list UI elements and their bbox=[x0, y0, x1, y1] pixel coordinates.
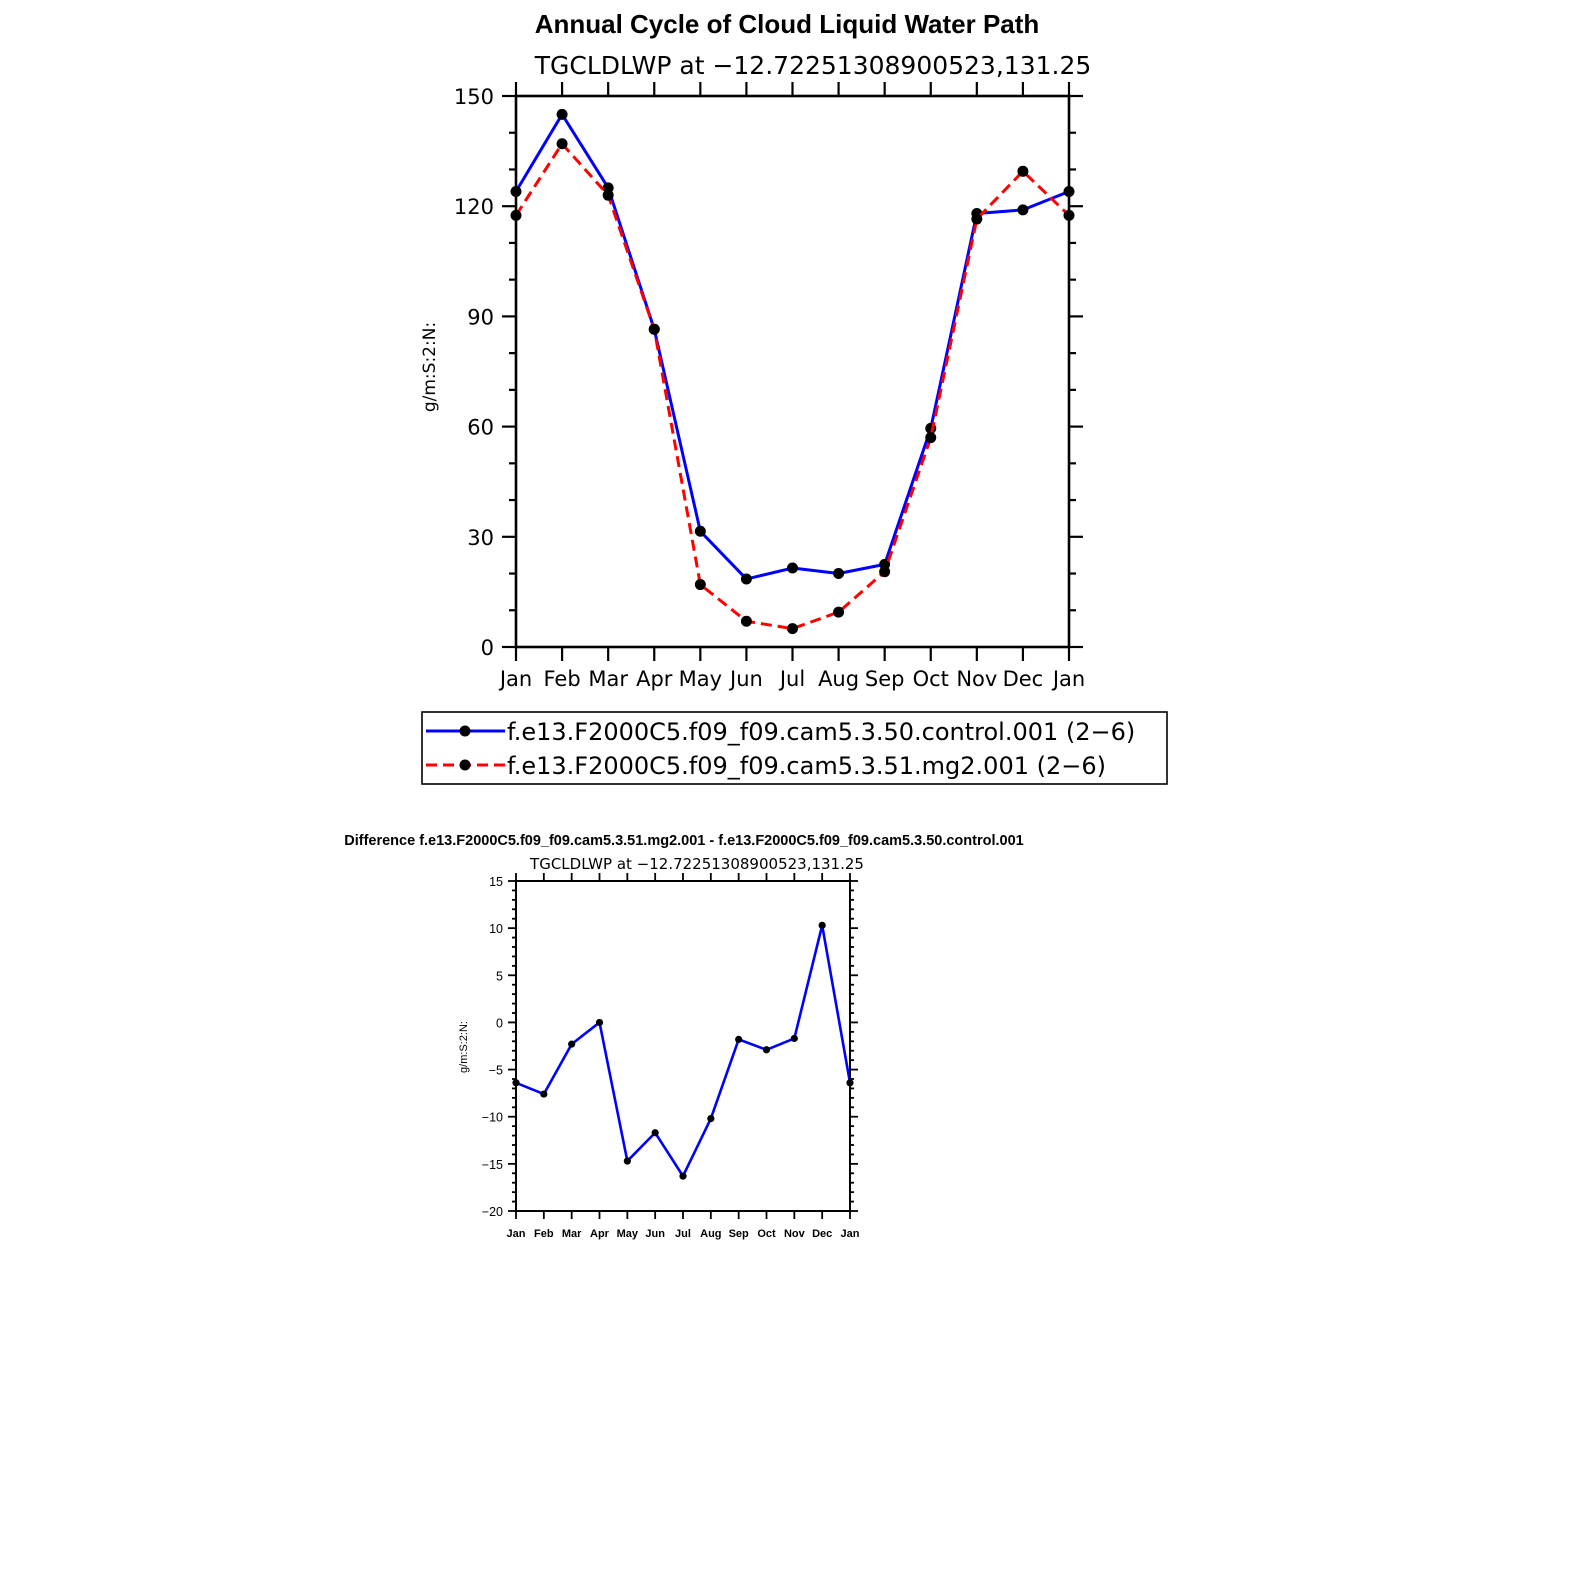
data-point bbox=[790, 1034, 798, 1043]
x-tick-label: Oct bbox=[913, 667, 949, 691]
data-point bbox=[879, 566, 891, 578]
y-tick-label: 90 bbox=[467, 305, 494, 329]
data-point bbox=[568, 1040, 576, 1048]
diff-chart-subtitle: TGCLDLWP at −12.72251308900523,131.25 bbox=[529, 855, 864, 873]
data-point bbox=[1017, 204, 1029, 216]
data-point bbox=[762, 1046, 771, 1054]
data-point bbox=[595, 1018, 604, 1027]
x-tick-label: Mar bbox=[562, 1228, 582, 1240]
series-line-1 bbox=[514, 142, 1071, 631]
plot-frame bbox=[514, 94, 1071, 649]
annual-cycle-chart: Annual Cycle of Cloud Liquid Water Path … bbox=[420, 9, 1168, 785]
data-point bbox=[971, 213, 983, 225]
y-tick-label: 150 bbox=[454, 85, 494, 109]
data-point bbox=[735, 1035, 743, 1043]
x-tick-label: May bbox=[617, 1228, 639, 1240]
data-point bbox=[694, 579, 706, 591]
x-tick-labels: Jan Feb Mar Apr May Jun Jul Aug Sep Oct Nov Dec Jan bbox=[498, 667, 1085, 691]
x-tick-label: Mar bbox=[588, 667, 628, 691]
x-tick-label: Sep bbox=[729, 1228, 749, 1240]
x-tick-label: Nov bbox=[784, 1228, 806, 1240]
y-tick-label: −20 bbox=[482, 1205, 503, 1219]
x-tick-label: Jul bbox=[778, 667, 805, 691]
data-point bbox=[623, 1157, 631, 1165]
x-tick-label: Jan bbox=[841, 1228, 860, 1240]
data-point bbox=[679, 1172, 687, 1180]
diff-y-axis-label: g/m:S:2:N: bbox=[458, 1021, 470, 1073]
x-tick-label: Sep bbox=[865, 667, 905, 691]
data-point bbox=[602, 189, 614, 201]
chart-subtitle: TGCLDLWP at −12.72251308900523,131.25 bbox=[534, 51, 1092, 80]
data-point bbox=[833, 568, 845, 580]
legend-marker-control bbox=[459, 725, 471, 737]
data-point bbox=[787, 562, 798, 574]
x-tick-label: Jul bbox=[675, 1228, 691, 1240]
y-tick-labels: 0 30 60 90 120 150 bbox=[454, 85, 494, 660]
legend: f.e13.F2000C5.f09_f09.cam5.3.50.control.… bbox=[421, 711, 1168, 785]
x-tick-label: Aug bbox=[818, 667, 859, 691]
y-tick-label: 10 bbox=[489, 922, 503, 936]
x-tick-label: Nov bbox=[956, 667, 997, 691]
diff-plot-frame bbox=[515, 880, 851, 1212]
x-tick-label: Jan bbox=[1051, 667, 1085, 691]
y-tick-label: −15 bbox=[482, 1158, 503, 1172]
legend-box bbox=[421, 711, 1168, 785]
data-point bbox=[787, 623, 798, 635]
data-point bbox=[1017, 165, 1029, 177]
x-tick-label: Feb bbox=[543, 667, 580, 691]
data-point bbox=[694, 525, 706, 537]
data-point bbox=[740, 615, 752, 627]
data-point bbox=[648, 323, 660, 335]
tick-marks bbox=[502, 82, 1083, 661]
x-tick-label: Aug bbox=[700, 1228, 721, 1240]
diff-chart-title: Difference f.e13.F2000C5.f09_f09.cam5.3.… bbox=[344, 833, 1023, 849]
y-tick-label: 15 bbox=[489, 875, 503, 889]
y-tick-label: −5 bbox=[489, 1064, 503, 1078]
x-tick-label: Jan bbox=[507, 1228, 526, 1240]
y-tick-label: 5 bbox=[496, 969, 503, 983]
data-point bbox=[651, 1129, 659, 1137]
x-tick-label: Feb bbox=[534, 1228, 554, 1240]
y-tick-label: 60 bbox=[467, 416, 494, 440]
legend-marker-mg2 bbox=[459, 759, 471, 771]
data-point bbox=[833, 606, 845, 618]
chart-title: Annual Cycle of Cloud Liquid Water Path bbox=[535, 9, 1040, 39]
diff-tick-marks bbox=[508, 873, 858, 1219]
data-point bbox=[556, 138, 568, 150]
y-tick-label: 0 bbox=[496, 1016, 503, 1030]
x-tick-label: Jan bbox=[498, 667, 532, 691]
y-tick-label: 120 bbox=[454, 195, 494, 219]
diff-x-tick-labels: Jan Feb Mar Apr May Jun Jul Aug Sep Oct Nov Dec Jan bbox=[507, 1228, 860, 1240]
diff-y-tick-labels: −20 −15 −10 −5 0 5 10 15 bbox=[482, 875, 503, 1219]
legend-label-mg2: f.e13.F2000C5.f09_f09.cam5.3.51.mg2.001 … bbox=[507, 752, 1106, 780]
difference-chart: Difference f.e13.F2000C5.f09_f09.cam5.3.… bbox=[344, 833, 1023, 1240]
y-tick-label: −10 bbox=[482, 1111, 503, 1125]
legend-label-control: f.e13.F2000C5.f09_f09.cam5.3.50.control.… bbox=[507, 718, 1135, 746]
x-tick-label: May bbox=[679, 667, 722, 691]
data-point bbox=[818, 921, 826, 929]
x-tick-label: Jun bbox=[728, 667, 763, 691]
x-tick-label: Apr bbox=[636, 667, 673, 691]
y-tick-label: 30 bbox=[467, 526, 494, 550]
x-tick-label: Jun bbox=[645, 1228, 665, 1240]
data-point bbox=[540, 1090, 548, 1098]
data-point bbox=[925, 432, 937, 444]
series-line-0 bbox=[515, 924, 852, 1178]
x-tick-label: Dec bbox=[1003, 667, 1044, 691]
y-axis-label: g/m:S:2:N: bbox=[420, 322, 440, 412]
y-tick-label: 0 bbox=[481, 636, 494, 660]
data-point bbox=[707, 1115, 715, 1123]
diff-series-layer bbox=[512, 921, 854, 1180]
x-tick-label: Apr bbox=[590, 1228, 610, 1240]
x-tick-label: Dec bbox=[812, 1228, 832, 1240]
data-point bbox=[556, 108, 568, 120]
data-point bbox=[740, 573, 752, 585]
series-layer bbox=[510, 108, 1075, 635]
x-tick-label: Oct bbox=[757, 1228, 776, 1240]
